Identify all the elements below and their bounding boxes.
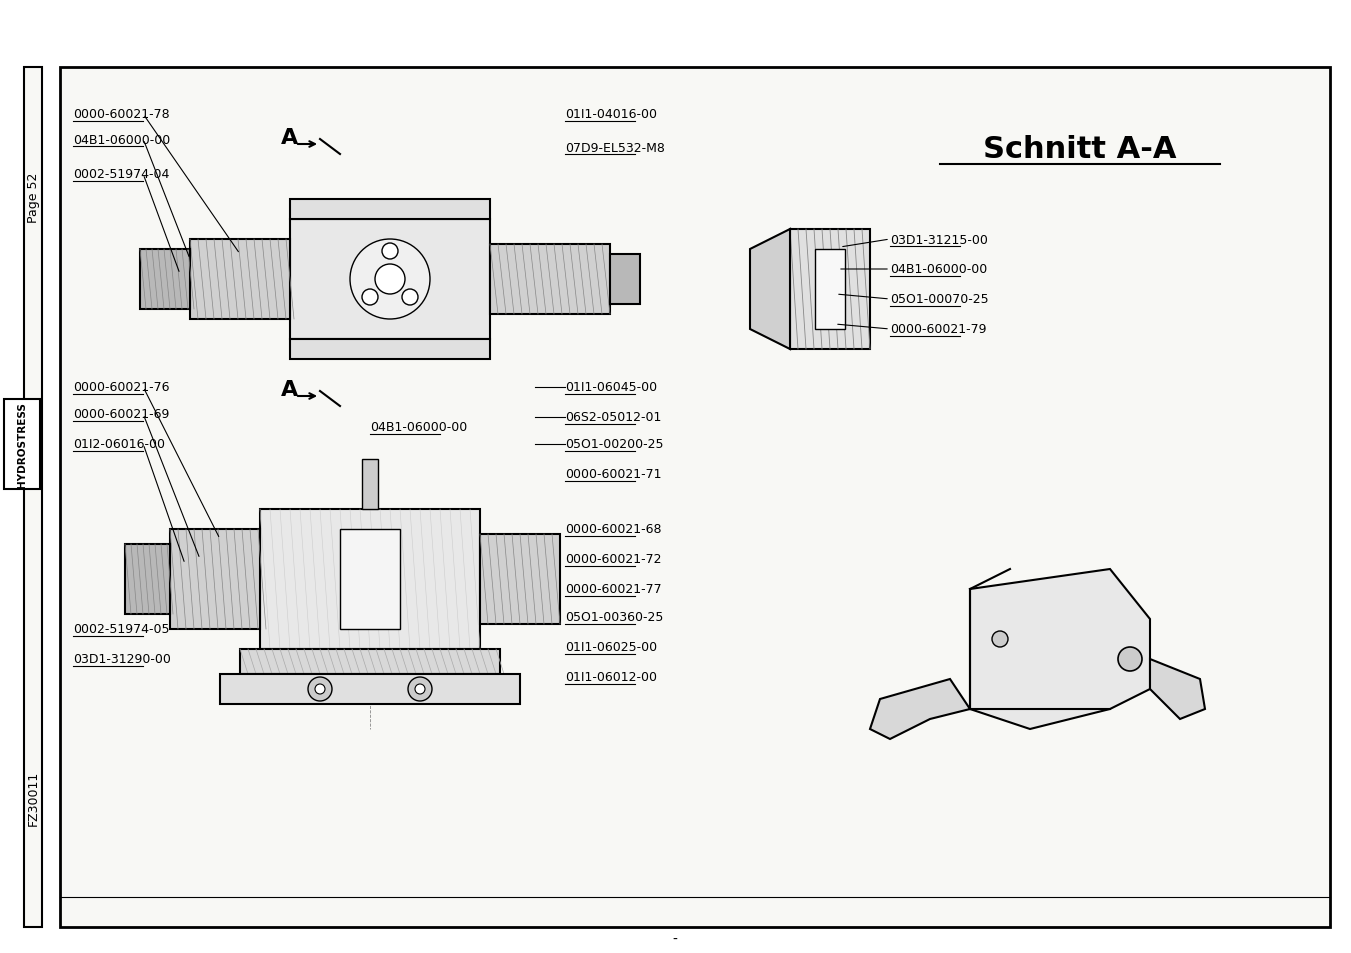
Text: 0000-60021-68: 0000-60021-68 bbox=[565, 523, 662, 536]
Text: 05O1-00360-25: 05O1-00360-25 bbox=[565, 611, 663, 624]
Text: 03D1-31290-00: 03D1-31290-00 bbox=[73, 653, 170, 666]
Bar bbox=[815, 250, 844, 330]
Text: 04B1-06000-00: 04B1-06000-00 bbox=[890, 263, 988, 276]
Text: Page 52: Page 52 bbox=[27, 172, 39, 223]
Circle shape bbox=[415, 684, 426, 695]
Bar bbox=[290, 220, 490, 339]
Text: 0000-60021-76: 0000-60021-76 bbox=[73, 381, 169, 395]
Text: 01I1-04016-00: 01I1-04016-00 bbox=[565, 109, 657, 121]
Bar bbox=[4, 399, 41, 490]
Text: FZ30011: FZ30011 bbox=[27, 770, 39, 824]
Bar bbox=[490, 245, 611, 314]
Text: HYDROSTRESS: HYDROSTRESS bbox=[18, 401, 27, 487]
Bar bbox=[340, 530, 400, 629]
Bar bbox=[790, 230, 870, 350]
Text: 01I2-06016-00: 01I2-06016-00 bbox=[73, 438, 165, 451]
Bar bbox=[170, 530, 259, 629]
Text: 07D9-EL532-M8: 07D9-EL532-M8 bbox=[565, 141, 665, 154]
Text: 0000-60021-72: 0000-60021-72 bbox=[565, 553, 662, 566]
Polygon shape bbox=[870, 679, 970, 740]
Bar bbox=[259, 510, 480, 649]
Circle shape bbox=[315, 684, 326, 695]
Text: 0000-60021-69: 0000-60021-69 bbox=[73, 408, 169, 421]
Text: Schnitt A-A: Schnitt A-A bbox=[984, 135, 1177, 164]
Circle shape bbox=[308, 678, 332, 701]
Text: 0002-51974-05: 0002-51974-05 bbox=[73, 623, 169, 636]
Bar bbox=[24, 68, 42, 927]
Text: 0000-60021-79: 0000-60021-79 bbox=[890, 323, 986, 336]
Text: A: A bbox=[281, 128, 299, 148]
Bar bbox=[290, 200, 490, 220]
Bar bbox=[611, 254, 640, 305]
Text: 0000-60021-71: 0000-60021-71 bbox=[565, 468, 662, 481]
Circle shape bbox=[408, 678, 432, 701]
Text: 0000-60021-78: 0000-60021-78 bbox=[73, 109, 170, 121]
Text: 01I1-06012-00: 01I1-06012-00 bbox=[565, 671, 657, 684]
Bar bbox=[141, 250, 190, 310]
Text: 04B1-06000-00: 04B1-06000-00 bbox=[370, 421, 467, 434]
Text: 0000-60021-77: 0000-60021-77 bbox=[565, 583, 662, 596]
Bar bbox=[362, 459, 378, 510]
Polygon shape bbox=[1150, 659, 1205, 720]
Text: 05O1-00200-25: 05O1-00200-25 bbox=[565, 438, 663, 451]
Circle shape bbox=[403, 290, 417, 306]
Circle shape bbox=[376, 265, 405, 294]
Text: 06S2-05012-01: 06S2-05012-01 bbox=[565, 411, 662, 424]
Text: 04B1-06000-00: 04B1-06000-00 bbox=[73, 133, 170, 147]
Bar bbox=[220, 675, 520, 704]
Text: 0002-51974-04: 0002-51974-04 bbox=[73, 169, 169, 181]
Circle shape bbox=[362, 290, 378, 306]
Bar bbox=[240, 649, 500, 675]
Bar bbox=[126, 544, 170, 615]
Circle shape bbox=[382, 244, 399, 260]
Circle shape bbox=[350, 240, 430, 319]
Bar bbox=[480, 535, 561, 624]
Polygon shape bbox=[970, 569, 1150, 729]
Text: 03D1-31215-00: 03D1-31215-00 bbox=[890, 233, 988, 246]
Bar bbox=[290, 339, 490, 359]
Polygon shape bbox=[750, 230, 790, 350]
Text: 05O1-00070-25: 05O1-00070-25 bbox=[890, 294, 989, 306]
Text: 01I1-06045-00: 01I1-06045-00 bbox=[565, 381, 657, 395]
Text: 01I1-06025-00: 01I1-06025-00 bbox=[565, 640, 657, 654]
Circle shape bbox=[992, 631, 1008, 647]
Bar bbox=[190, 240, 290, 319]
Text: -: - bbox=[673, 932, 677, 946]
Circle shape bbox=[1119, 647, 1142, 671]
Text: A: A bbox=[281, 379, 299, 399]
